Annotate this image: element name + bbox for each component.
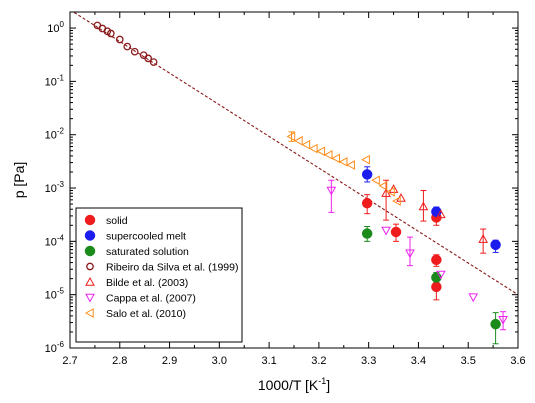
data-point: [361, 228, 373, 239]
data-point: [308, 143, 318, 154]
legend-marker: [84, 245, 96, 257]
data-point: [286, 131, 296, 142]
x-tick-label: 3.3: [361, 355, 376, 367]
x-tick-label: 3.4: [411, 355, 426, 367]
data-point: [144, 54, 153, 63]
data-point: [139, 51, 148, 60]
legend-marker: [84, 230, 96, 241]
data-point: [115, 35, 124, 44]
data-point: [435, 209, 446, 219]
data-point: [490, 239, 501, 251]
error-bar: [288, 131, 295, 142]
y-tick-label: 100: [47, 20, 64, 35]
data-point: [149, 58, 158, 66]
legend-marker: [84, 214, 96, 226]
x-tick-label: 3.5: [461, 355, 476, 367]
x-tick-label: 3.6: [510, 355, 525, 367]
axes-layer: 2.7 2.8 2.9 3.0 3.1 3.2 3.3 3.4 3.5 3.6 10-6 10-5 10…: [45, 11, 526, 367]
legend-marker: [86, 262, 94, 271]
x-axis-title-text: 1000/T [K: [258, 377, 319, 393]
legend-box: [75, 207, 243, 343]
data-point: [431, 281, 442, 293]
error-bar: [406, 236, 413, 267]
data-point: [386, 186, 395, 197]
legend-label: saturated solution: [106, 246, 189, 258]
data-point: [293, 135, 303, 146]
data-point: [418, 201, 429, 211]
legend-label: Bilde et al. (2003): [106, 277, 188, 289]
error-bars-layer: [288, 131, 507, 345]
data-point: [316, 146, 326, 157]
data-points-layer: [93, 21, 508, 330]
x-tick-label: 3.2: [311, 355, 326, 367]
fit-line-layer: [72, 12, 518, 296]
data-point: [361, 169, 373, 180]
data-point: [361, 154, 370, 165]
x-axis-title-superscript: -1: [318, 376, 326, 386]
data-point: [392, 196, 401, 206]
y-axis-title: p [Pa]: [11, 162, 27, 199]
data-point: [431, 254, 442, 266]
x-tick-label: 3.1: [261, 355, 276, 367]
data-point: [498, 315, 508, 325]
legend-marker: [84, 308, 94, 318]
x-axis-title-end: ]: [326, 377, 330, 393]
y-tick-label: 10-4: [45, 233, 65, 248]
data-point: [490, 318, 501, 330]
error-bar: [328, 179, 335, 213]
data-point: [378, 180, 388, 191]
data-point: [478, 234, 489, 243]
error-bar: [500, 311, 507, 331]
x-tick-label: 2.7: [62, 355, 77, 367]
legend-label: Cappa et al. (2007): [106, 292, 196, 304]
data-point: [331, 153, 341, 164]
data-point: [361, 197, 373, 209]
legend-label: supercooled melt: [106, 230, 186, 242]
y-tick-label: 10-2: [45, 127, 65, 142]
data-point: [468, 293, 479, 303]
error-bar: [383, 179, 390, 221]
data-point: [390, 226, 402, 238]
data-point: [123, 42, 132, 51]
y-tick-label: 10-3: [45, 180, 65, 195]
legend-label: Salo et al. (2010): [106, 308, 186, 320]
data-point: [338, 156, 348, 167]
data-point: [405, 249, 415, 259]
y-tick-label: 10-1: [45, 73, 65, 88]
data-point: [106, 29, 115, 38]
x-tick-label: 2.9: [162, 355, 177, 367]
data-point: [435, 270, 446, 280]
error-bar: [480, 228, 487, 254]
error-bar: [420, 189, 427, 222]
legend-marker: [85, 293, 95, 303]
data-point: [301, 139, 311, 150]
legend: solid supercooled melt saturated solution R…: [75, 207, 243, 343]
data-point: [388, 184, 399, 193]
y-tick-label: 10-5: [45, 287, 65, 302]
legend-label: solid: [106, 215, 128, 227]
y-tick-label: 10-6: [45, 340, 65, 355]
x-tick-label: 2.8: [112, 355, 127, 367]
data-point: [326, 186, 337, 196]
data-point: [371, 175, 380, 186]
data-point: [130, 47, 139, 56]
data-point: [381, 226, 391, 236]
legend-marker: [85, 276, 95, 286]
legend-label: Ribeiro da Silva et al. (1999): [106, 261, 239, 273]
x-tick-label: 3.0: [212, 355, 227, 367]
fit-line: [72, 12, 518, 296]
data-point: [346, 160, 355, 170]
x-axis-title: 1000/T [K-1]: [258, 376, 330, 393]
data-point: [323, 149, 333, 160]
